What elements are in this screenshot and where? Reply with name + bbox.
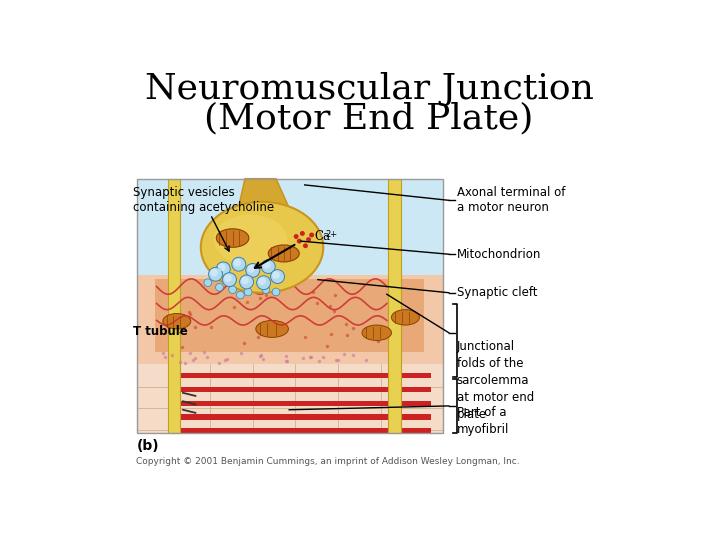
Text: Synaptic cleft: Synaptic cleft [456,286,537,299]
Circle shape [216,262,230,276]
Text: Copyright © 2001 Benjamin Cummings, an imprint of Addison Wesley Longman, Inc.: Copyright © 2001 Benjamin Cummings, an i… [137,457,520,466]
Circle shape [246,264,260,278]
Bar [168,428,431,434]
Circle shape [256,276,271,289]
Ellipse shape [392,309,419,325]
Text: Neuromuscular Junction: Neuromuscular Junction [145,72,593,106]
Ellipse shape [269,245,300,262]
Text: Part of a
myofibril: Part of a myofibril [456,406,509,436]
Circle shape [297,239,302,244]
Circle shape [244,288,252,296]
Circle shape [261,260,275,273]
Ellipse shape [256,320,289,338]
Circle shape [241,276,249,284]
Circle shape [262,286,270,294]
Circle shape [233,259,241,267]
Circle shape [222,273,236,287]
Text: Junctional
folds of the
sarcolemma
at motor end
plate: Junctional folds of the sarcolemma at mo… [456,340,534,421]
Circle shape [272,288,280,296]
Text: (b): (b) [137,439,159,453]
Text: Mitochondrion: Mitochondrion [456,248,541,261]
Circle shape [229,286,236,294]
Circle shape [272,271,280,279]
Text: T tubule: T tubule [132,325,187,338]
Circle shape [204,279,212,287]
Bar [137,179,443,433]
Bar [168,414,431,420]
Circle shape [224,274,232,282]
Circle shape [210,269,218,276]
Bar [137,275,443,433]
Circle shape [209,267,222,281]
Bar [168,387,431,392]
Polygon shape [238,179,292,213]
Circle shape [271,269,284,284]
Text: Synaptic vesicles
containing acetycholine: Synaptic vesicles containing acetycholin… [132,186,274,251]
Circle shape [258,278,266,285]
Circle shape [248,265,255,273]
Text: Axonal terminal of
a motor neuron: Axonal terminal of a motor neuron [456,186,565,214]
Circle shape [232,257,246,271]
Text: Ca: Ca [315,230,330,243]
Bar [168,373,431,378]
Text: 2+: 2+ [325,230,338,239]
Bar [155,279,424,352]
Circle shape [263,261,271,269]
Text: (Motor End Plate): (Motor End Plate) [204,102,534,136]
Ellipse shape [163,314,191,329]
Bar [388,179,401,433]
Bar [168,179,180,433]
Circle shape [215,284,223,291]
Circle shape [300,231,305,236]
Bar [168,401,431,406]
Circle shape [240,275,253,289]
Circle shape [309,233,314,238]
Circle shape [306,237,311,242]
Circle shape [218,264,225,271]
Circle shape [236,291,244,299]
Bar [137,363,443,433]
Circle shape [294,234,299,239]
Ellipse shape [216,229,249,247]
Bar [137,179,443,291]
Ellipse shape [201,202,323,293]
Ellipse shape [362,325,392,340]
Circle shape [303,244,308,248]
Ellipse shape [214,214,287,265]
